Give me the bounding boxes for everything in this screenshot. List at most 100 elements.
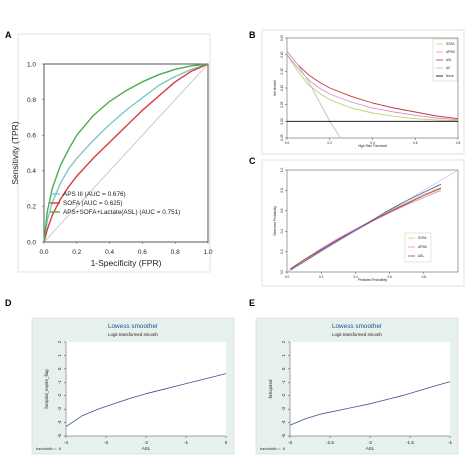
panel-b-series-line: [286, 54, 459, 122]
panel-e-y-tick-label: 2: [281, 340, 286, 343]
panel-c-x-tick-label: 0.2: [319, 275, 324, 279]
panel-b-legend-label: APSIII: [446, 50, 455, 54]
panel-letter-b: B: [249, 30, 256, 40]
panel-c-x-axis-label: Predicted Probability: [358, 278, 388, 282]
panel-a-y-tick-label: 0.8: [27, 97, 36, 104]
panel-a-x-tick-label: 0.0: [39, 249, 48, 256]
panel-b-y-tick-label: -0.05: [280, 134, 284, 141]
panel-e-x-tick-label: -3: [288, 440, 293, 445]
panel-a-legend-label: APS+SOFA+Lactate(ASL) (AUC = 0.751): [63, 209, 180, 216]
panel-e-x-tick-label: -2: [368, 440, 373, 445]
panel-a-x-tick-label: 0.8: [171, 249, 180, 256]
panel-a-x-tick-label: 0.2: [72, 249, 81, 256]
panel-d-x-tick-label: -1: [184, 440, 189, 445]
panel-d-y-tick-label: -3: [57, 407, 62, 412]
panel-e-y-tick-label: -1: [281, 380, 286, 385]
panel-b-y-tick-label: 0.15: [280, 68, 284, 74]
panel-b-x-tick-label: 0.0: [285, 141, 290, 145]
panel-d-y-axis-label: hospital_expire_flag: [44, 369, 49, 409]
panel-a-y-tick-label: 0.0: [27, 239, 36, 246]
panel-c-legend-label: APSIII: [418, 245, 427, 249]
panel-a-y-tick-label: 0.4: [27, 168, 36, 175]
panel-b-x-axis-label: High Risk Threshold: [358, 144, 387, 148]
panel-b-x-tick-label: 0.4: [370, 141, 375, 145]
panel-b-legend-label: ASL: [446, 58, 452, 62]
panel-a-axis-box: [43, 63, 209, 243]
panel-c-x-tick-label: 0.0: [285, 275, 290, 279]
panel-b-y-tick-label: 0.20: [280, 51, 284, 57]
panel-c-y-tick-label: 0.2: [280, 249, 284, 254]
panel-e-series-line: [289, 381, 451, 426]
panel-c-axis-box: [286, 169, 459, 273]
panel-a-reference-line: [43, 63, 209, 243]
panel-e-title: Lowess smoother: [332, 323, 383, 330]
panel-b-series-line: [286, 51, 341, 139]
panel-c-x-tick-label: 0.4: [353, 275, 358, 279]
panel-b-y-tick-label: 0.00: [280, 118, 284, 124]
panel-a-x-tick-label: 0.6: [138, 249, 147, 256]
panel-c-x-tick-label: 0.6: [387, 275, 392, 279]
panel-d-x-tick-label: 0: [225, 440, 228, 445]
panel-e-x-tick-label: -1: [448, 440, 453, 445]
panel-e-y-tick-label: -4: [281, 420, 286, 425]
panel-c-y-tick-label: 0.4: [280, 229, 284, 234]
panel-b-x-tick-label: 0.6: [413, 141, 418, 145]
panel-e-plot-area: [290, 342, 450, 436]
panel-e-x-tick-label: -1.5: [406, 440, 414, 445]
panel-a-frame: [17, 33, 211, 273]
panel-d-y-tick-label: -1: [57, 380, 62, 385]
panel-c-calibration: 0.0 0.2 0.4 0.6 0.8 0.0 0.2 0.4 0.6 0.8 1.0 Predict…: [261, 159, 465, 287]
panel-d-y-tick-label: 0: [57, 367, 62, 370]
panel-b-decision-curve: 0.0 0.2 0.4 0.6 0.8 -0.05 0.00 0.05 0.10 0.15 0.20…: [261, 29, 465, 155]
panel-a-y-tick-label: 1.0: [27, 61, 36, 68]
panel-b-x-tick-label: 0.8: [456, 141, 461, 145]
panel-c-y-tick-label: 1.0: [280, 168, 284, 173]
panel-d-x-tick-label: -3: [104, 440, 109, 445]
panel-d-y-tick-label: -5: [57, 434, 62, 439]
panel-letter-a: A: [5, 30, 12, 40]
panel-e-subtitle: Logit transformed smooth: [332, 332, 382, 337]
panel-e-bandwidth-note: bandwidth = .8: [260, 447, 285, 451]
panel-c-y-tick-label: 0.0: [280, 270, 284, 275]
panel-a-legend-label: SOFA (AUC = 0.625): [63, 200, 123, 207]
panel-d-x-axis-label: ASL: [142, 446, 151, 451]
panel-d-y-tick-label: 2: [57, 340, 62, 343]
panel-a-x-tick-label: 0.4: [105, 249, 114, 256]
panel-a-roc: 0.0 0.2 0.4 0.6 0.8 1.0 0.0 0.2 0.4 0.6 0.8 1.0 1-Sp…: [10, 33, 213, 273]
panel-a-x-axis-label: 1-Specificity (FPR): [91, 258, 162, 268]
panel-d-x-tick-label: -4: [64, 440, 69, 445]
panel-d-x-tick-label: -2: [144, 440, 149, 445]
panel-c-x-tick-label: 0.8: [422, 275, 427, 279]
panel-c-legend-label: ASL: [418, 254, 424, 258]
panel-e-y-tick-label: -5: [281, 434, 286, 439]
panel-c-y-tick-label: 0.6: [280, 208, 284, 213]
panel-e-x-tick-label: -2.5: [326, 440, 334, 445]
panel-b-y-axis-label: Net Benefit: [273, 80, 277, 96]
panel-b-legend-label: SOFA: [446, 42, 455, 46]
panel-d-subtitle: Logit transformed smooth: [108, 332, 158, 337]
panel-a-x-tick-label: 1.0: [203, 249, 212, 256]
panel-c-legend-label: SOFA: [418, 236, 427, 240]
panel-e-y-tick-label: 0: [281, 367, 286, 370]
panel-e-y-tick-label: -2: [281, 393, 286, 398]
panel-d-title: Lowess smoother: [108, 323, 159, 330]
panel-b-frame: [261, 29, 465, 155]
panel-e-lowess: -3 -2.5 -2 -1.5 -1 -5 -4 -3 -2 -1 0 1 2 ASL hrExpired L…: [255, 317, 459, 455]
panel-b-x-tick-label: 0.2: [328, 141, 333, 145]
panel-a-y-tick-label: 0.2: [27, 204, 36, 211]
panel-c-y-tick-label: 0.8: [280, 188, 284, 193]
panel-b-y-tick-label: 0.25: [280, 35, 284, 41]
panel-b-legend-label: None: [446, 74, 454, 78]
panel-a-legend-label: APS III (AUC = 0.676): [63, 191, 126, 198]
panel-c-y-axis-label: Observed Probability: [273, 206, 277, 236]
panel-a-y-axis-label: Sensitivity (TPR): [10, 121, 20, 184]
panel-d-y-tick-label: -2: [57, 393, 62, 398]
panel-d-series-line: [65, 373, 227, 427]
panel-b-legend-label: All: [446, 66, 450, 70]
panel-letter-d: D: [5, 298, 12, 308]
panel-c-series-line: [290, 183, 442, 271]
panel-e-y-tick-label: -3: [281, 407, 286, 412]
panel-d-bandwidth-note: bandwidth = .8: [36, 447, 61, 451]
panel-b-y-tick-label: 0.05: [280, 101, 284, 107]
